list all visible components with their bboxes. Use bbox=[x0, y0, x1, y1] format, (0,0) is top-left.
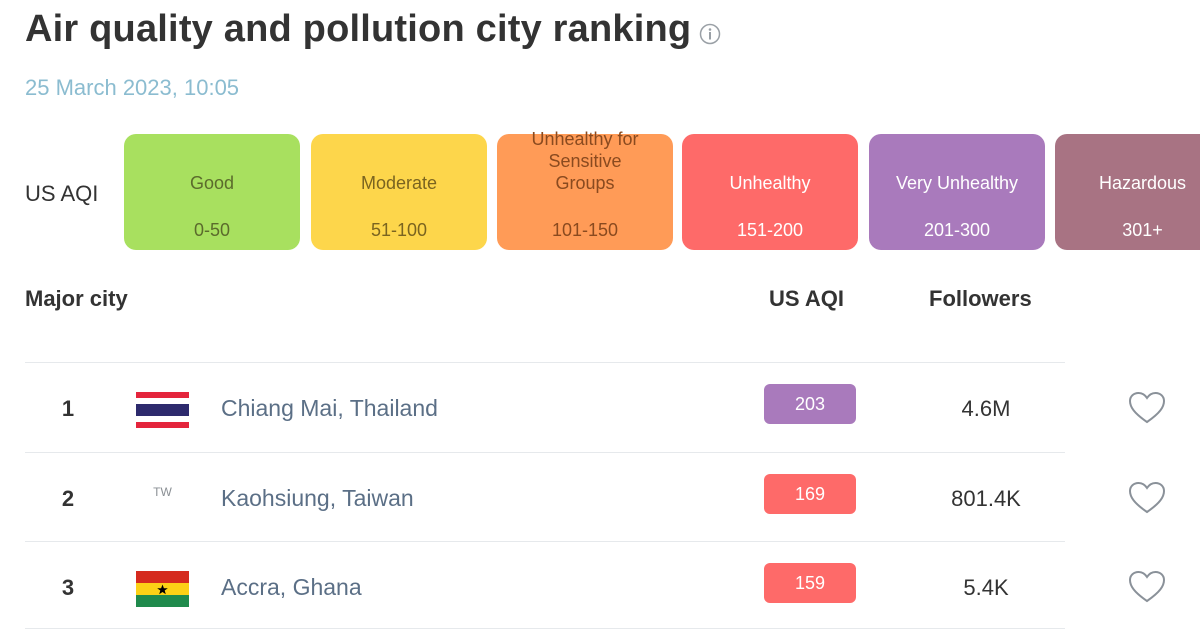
ghana-flag-icon bbox=[136, 571, 189, 607]
thailand-flag-icon bbox=[136, 392, 189, 428]
followers-count: 5.4K bbox=[963, 575, 1009, 600]
column-header-followers[interactable]: Followers bbox=[929, 286, 1032, 311]
aqi-level-very-unhealthy: Very Unhealthy 201-300 bbox=[869, 134, 1045, 250]
aqi-level-range: 51-100 bbox=[370, 220, 428, 240]
aqi-level-name: Good bbox=[189, 173, 235, 193]
table-row[interactable]: 1 Chiang Mai, Thailand 203 4.6M bbox=[25, 362, 1065, 452]
title-row: Air quality and pollution city ranking bbox=[25, 8, 721, 51]
aqi-level-range: 201-300 bbox=[923, 220, 991, 240]
column-header-aqi[interactable]: US AQI bbox=[769, 286, 844, 311]
aqi-level-name: Moderate bbox=[360, 173, 438, 193]
city-link[interactable]: Kaohsiung, Taiwan bbox=[221, 485, 414, 511]
info-icon[interactable] bbox=[699, 23, 721, 45]
aqi-badge: 159 bbox=[764, 563, 856, 603]
aqi-level-name: Hazardous bbox=[1098, 173, 1187, 193]
heart-icon[interactable] bbox=[1128, 481, 1166, 515]
followers-count: 4.6M bbox=[961, 396, 1011, 421]
aqi-level-name: Very Unhealthy bbox=[895, 173, 1019, 193]
heart-icon[interactable] bbox=[1128, 391, 1166, 425]
aqi-level-range: 151-200 bbox=[736, 220, 804, 240]
aqi-level-range: 0-50 bbox=[193, 220, 231, 240]
column-header-city: Major city bbox=[25, 286, 128, 311]
followers-count: 801.4K bbox=[951, 486, 1021, 511]
timestamp: 25 March 2023, 10:05 bbox=[25, 75, 240, 100]
aqi-level-good: Good 0-50 bbox=[124, 134, 300, 250]
city-link[interactable]: Accra, Ghana bbox=[221, 574, 362, 600]
aqi-level-range: 301+ bbox=[1122, 220, 1163, 240]
aqi-badge: 169 bbox=[764, 474, 856, 514]
aqi-level-hazardous: Hazardous 301+ bbox=[1055, 134, 1200, 250]
aqi-level-moderate: Moderate 51-100 bbox=[311, 134, 487, 250]
aqi-level-unhealthy: Unhealthy 151-200 bbox=[682, 134, 858, 250]
table-row[interactable]: 2 TW Kaohsiung, Taiwan 169 801.4K bbox=[25, 452, 1065, 542]
rank-number: 3 bbox=[61, 575, 75, 600]
aqi-level-range: 101-150 bbox=[551, 220, 619, 240]
city-link[interactable]: Chiang Mai, Thailand bbox=[221, 395, 438, 421]
aqi-level-name: Unhealthy for Sensitive Groups bbox=[531, 129, 639, 193]
heart-icon[interactable] bbox=[1128, 570, 1166, 604]
aqi-legend-label: US AQI bbox=[25, 181, 99, 206]
rank-number: 1 bbox=[61, 396, 75, 421]
page-title: Air quality and pollution city ranking bbox=[25, 8, 692, 50]
taiwan-flag-alt-text: TW bbox=[153, 485, 172, 499]
aqi-badge: 203 bbox=[764, 384, 856, 424]
aqi-level-name: Unhealthy bbox=[729, 173, 811, 193]
aqi-level-unhealthy-sensitive: Unhealthy for Sensitive Groups 101-150 bbox=[497, 129, 673, 250]
rank-number: 2 bbox=[61, 486, 75, 511]
table-row[interactable]: 3 Accra, Ghana 159 5.4K bbox=[25, 541, 1065, 629]
